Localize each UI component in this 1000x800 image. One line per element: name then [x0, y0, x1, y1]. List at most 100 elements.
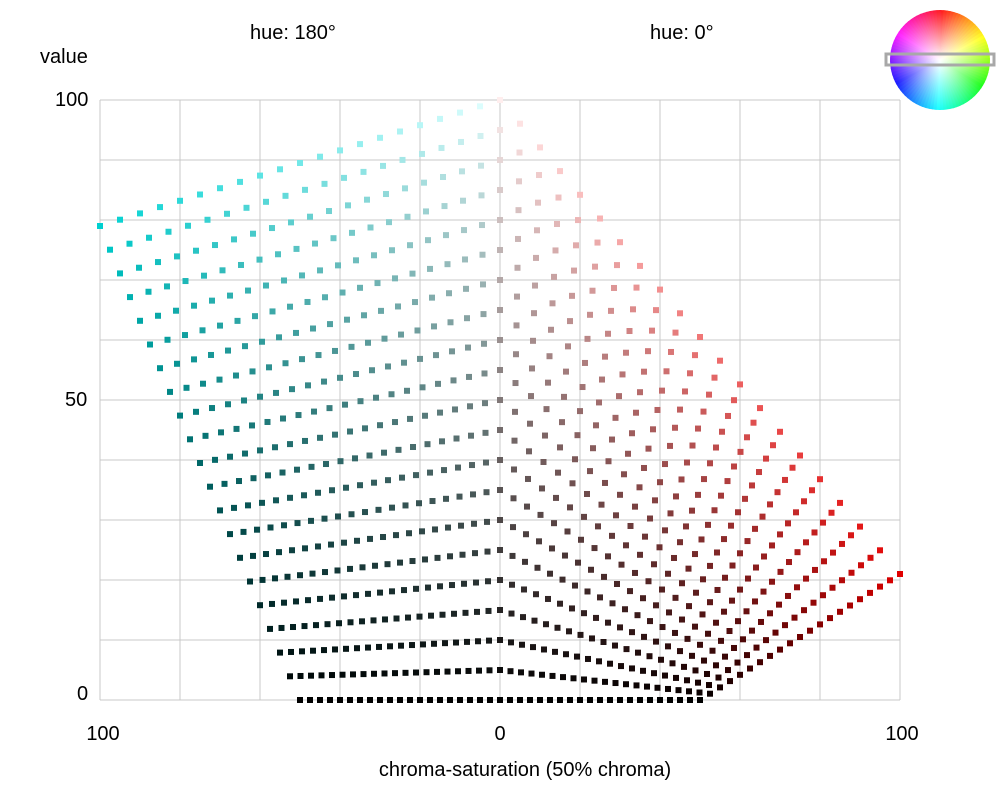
data-point: [330, 235, 337, 242]
data-point: [449, 348, 455, 355]
data-point: [767, 652, 773, 659]
data-point: [416, 500, 422, 507]
data-point: [231, 236, 237, 243]
data-point: [791, 614, 798, 621]
data-point: [549, 300, 556, 307]
data-point: [357, 398, 364, 405]
data-point: [523, 531, 529, 538]
data-point: [294, 466, 300, 473]
data-point: [407, 242, 413, 249]
data-point: [659, 624, 666, 631]
data-point: [641, 633, 647, 640]
data-point: [352, 455, 358, 462]
data-point: [282, 192, 289, 199]
data-point: [511, 437, 518, 444]
data-point: [757, 405, 763, 412]
data-point: [597, 594, 603, 601]
data-point: [697, 641, 703, 648]
data-point: [677, 648, 683, 655]
data-point: [273, 389, 279, 396]
data-point: [811, 529, 818, 536]
data-point: [684, 459, 690, 466]
data-point: [445, 524, 451, 531]
data-point: [416, 613, 423, 620]
data-point: [425, 584, 431, 591]
data-point: [263, 551, 269, 558]
data-point: [567, 318, 573, 325]
data-point: [497, 307, 503, 313]
data-point: [423, 669, 430, 676]
data-point: [785, 592, 791, 599]
data-point: [647, 515, 653, 522]
data-point: [348, 343, 355, 350]
data-point: [612, 414, 619, 421]
data-point: [509, 552, 516, 559]
data-point: [535, 199, 541, 206]
data-point: [627, 697, 633, 703]
data-point: [700, 408, 707, 415]
data-point: [839, 577, 845, 584]
data-point: [321, 378, 327, 385]
data-point: [347, 428, 353, 435]
y-tick-label: 50: [65, 389, 87, 411]
data-point: [531, 310, 537, 317]
data-point: [197, 191, 203, 198]
data-point: [317, 153, 323, 160]
data-point: [563, 651, 569, 658]
data-point: [287, 494, 293, 501]
data-point: [322, 294, 328, 301]
data-point: [717, 684, 723, 691]
data-point: [571, 267, 577, 274]
data-point: [521, 586, 527, 593]
data-point: [700, 576, 706, 583]
data-point: [596, 658, 602, 665]
data-point: [677, 539, 683, 546]
data-point: [273, 497, 279, 504]
data-point: [897, 571, 903, 577]
data-point: [782, 622, 788, 629]
data-point: [249, 422, 255, 429]
data-point: [675, 687, 682, 694]
data-point: [562, 552, 568, 559]
data-point: [633, 682, 640, 689]
data-point: [444, 261, 451, 268]
data-point: [353, 257, 359, 264]
data-point: [276, 549, 282, 556]
data-point: [453, 639, 459, 646]
data-point: [508, 639, 514, 646]
data-point: [327, 697, 333, 703]
data-point: [369, 367, 375, 374]
data-point: [587, 468, 593, 475]
data-point: [497, 487, 503, 493]
data-point: [245, 502, 251, 509]
data-point: [507, 697, 513, 703]
data-point: [534, 227, 540, 234]
data-point: [551, 520, 557, 527]
data-point: [359, 564, 366, 571]
data-point: [392, 670, 398, 677]
data-point: [497, 157, 503, 163]
data-point: [437, 583, 443, 590]
data-point: [742, 495, 748, 502]
data-point: [565, 343, 571, 350]
data-point: [385, 477, 391, 484]
data-point: [462, 256, 468, 263]
data-point: [572, 456, 578, 463]
data-point: [591, 677, 598, 684]
data-point: [689, 652, 695, 659]
data-point: [353, 371, 359, 378]
data-point: [665, 643, 671, 650]
data-point: [651, 561, 657, 568]
data-point: [509, 581, 515, 588]
data-point: [547, 697, 553, 703]
data-point: [201, 272, 207, 279]
data-point: [399, 156, 406, 163]
data-point: [555, 194, 562, 201]
data-point: [837, 499, 843, 506]
data-point: [737, 448, 744, 455]
data-point: [329, 487, 335, 494]
data-point: [410, 444, 416, 451]
data-point: [625, 450, 631, 457]
data-point: [185, 222, 191, 229]
data-point: [366, 452, 373, 459]
